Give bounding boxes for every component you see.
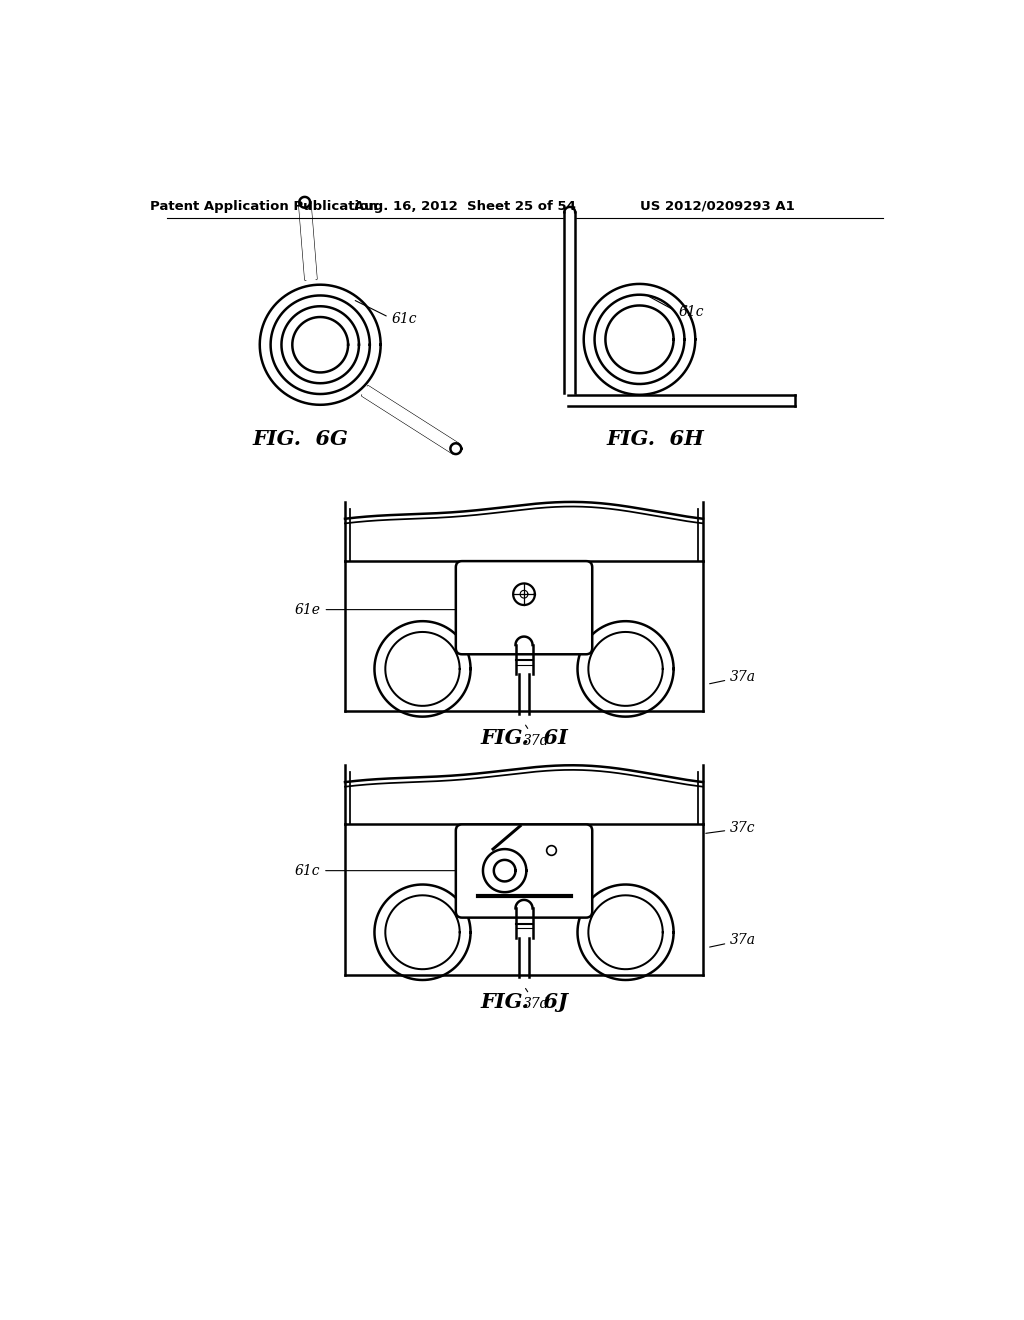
Polygon shape [299,197,310,207]
Text: 61c: 61c [295,863,456,878]
Text: 37d: 37d [522,989,549,1011]
Polygon shape [564,213,575,393]
Text: 37a: 37a [710,669,756,684]
FancyBboxPatch shape [456,561,592,655]
Text: 37c: 37c [706,821,756,836]
Text: Patent Application Publication: Patent Application Publication [150,199,378,213]
Polygon shape [451,444,461,454]
Text: FIG.  6G: FIG. 6G [252,429,348,449]
Text: FIG.  6I: FIG. 6I [481,729,568,748]
Text: US 2012/0209293 A1: US 2012/0209293 A1 [640,199,795,213]
Text: 61c: 61c [355,301,417,326]
Text: 37a: 37a [710,933,756,946]
Text: FIG.  6H: FIG. 6H [606,429,703,449]
Polygon shape [568,395,795,405]
Polygon shape [362,387,459,453]
Text: FIG.  6J: FIG. 6J [481,991,568,1011]
Text: 61c: 61c [648,296,703,319]
Text: 61e: 61e [295,603,456,616]
Polygon shape [299,202,316,280]
Text: 37d: 37d [522,725,549,747]
FancyBboxPatch shape [456,825,592,917]
Text: Aug. 16, 2012  Sheet 25 of 54: Aug. 16, 2012 Sheet 25 of 54 [354,199,577,213]
